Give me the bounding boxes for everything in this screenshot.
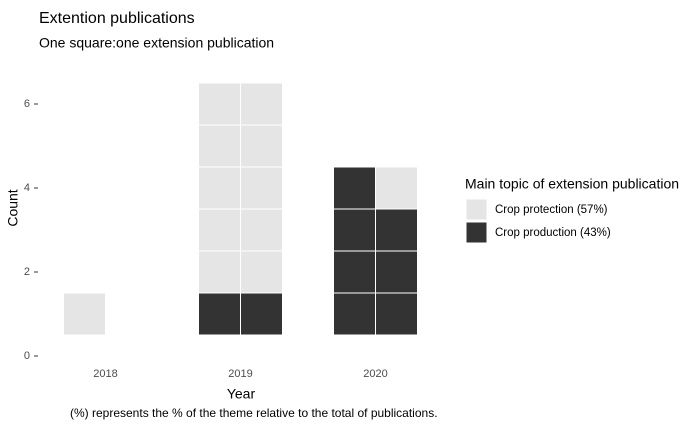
legend-title: Main topic of extension publication <box>465 176 679 192</box>
legend-key <box>465 198 488 221</box>
waffle-tile <box>240 124 283 168</box>
y-axis-title: Count <box>5 189 21 226</box>
waffle-tile <box>240 208 283 252</box>
legend-label: Crop production (43%) <box>495 227 611 239</box>
x-tick-label: 2018 <box>93 368 117 380</box>
caption: (%) represents the % of the theme relati… <box>70 406 438 420</box>
waffle-tile <box>63 292 106 336</box>
waffle-tile <box>375 250 418 294</box>
waffle-tile <box>240 82 283 126</box>
waffle-tile <box>240 292 283 336</box>
y-tick-label: 6 <box>24 98 30 110</box>
waffle-tile <box>240 166 283 210</box>
x-tick-label: 2020 <box>363 368 387 380</box>
y-tick-label: 4 <box>24 182 30 194</box>
waffle-tile <box>198 208 241 252</box>
waffle-tile <box>333 208 376 252</box>
waffle-tile <box>198 250 241 294</box>
chart-title: Extention publications <box>39 10 195 27</box>
x-axis-title: Year <box>227 386 256 402</box>
waffle-tile <box>240 250 283 294</box>
waffle-tile <box>375 292 418 336</box>
y-tick-label: 2 <box>24 266 30 278</box>
waffle-tile <box>333 166 376 210</box>
legend-key <box>465 221 488 244</box>
waffle-tile <box>375 208 418 252</box>
chart-subtitle: One square:one extension publication <box>39 35 274 51</box>
waffle-tile <box>198 166 241 210</box>
waffle-tile <box>375 166 418 210</box>
waffle-tile <box>333 250 376 294</box>
waffle-tile <box>198 292 241 336</box>
x-tick-label: 2019 <box>228 368 252 380</box>
y-tick-label: 0 <box>24 350 30 362</box>
waffle-tile <box>198 124 241 168</box>
waffle-tile <box>198 82 241 126</box>
legend-label: Crop protection (57%) <box>495 204 608 216</box>
waffle-tile <box>333 292 376 336</box>
